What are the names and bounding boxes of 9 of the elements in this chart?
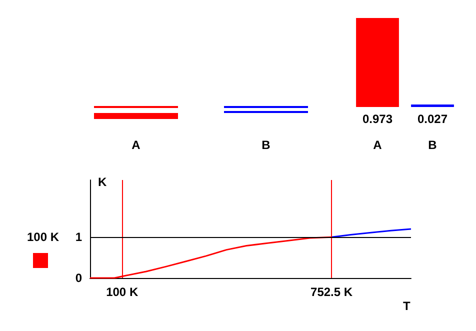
line-series <box>330 228 412 238</box>
y-tick-label: 1 <box>75 230 82 244</box>
data-label: 0.027 <box>417 112 448 126</box>
data-label: 0.973 <box>362 112 393 126</box>
y-tick-label: 0 <box>75 271 82 285</box>
x-axis-title: T <box>403 299 411 313</box>
y-axis-title: K <box>98 175 107 189</box>
x-tick-label: 752.5 K <box>310 285 353 299</box>
text: 100 K <box>26 230 60 244</box>
